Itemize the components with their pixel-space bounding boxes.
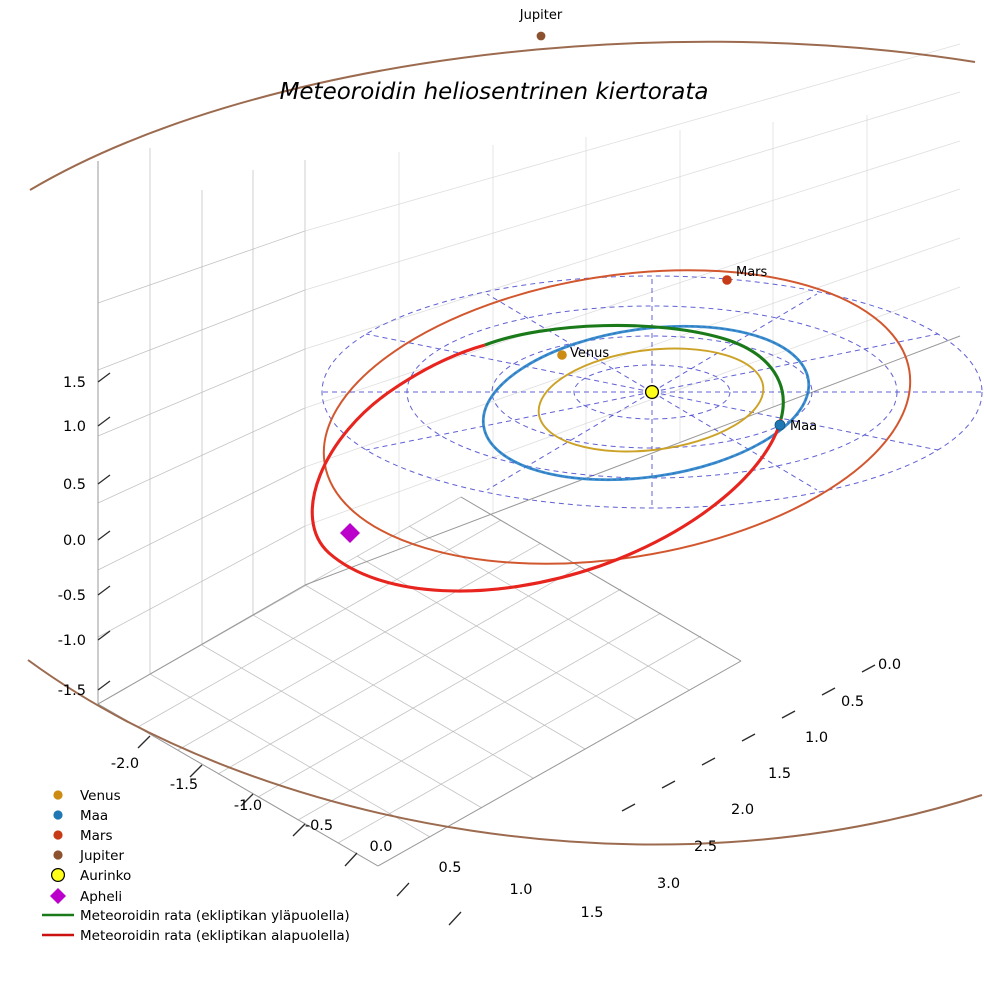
y-tick-labels: 0.0 0.5 1.0 1.5 2.0 2.5 3.0: [657, 657, 901, 892]
orbit-earth: [481, 324, 811, 482]
meteoroid-below-arc: [310, 343, 783, 593]
svg-text:-2.0: -2.0: [111, 756, 139, 772]
legend-item-aurinko[interactable]: Aurinko: [50, 867, 132, 884]
svg-text:-0.5: -0.5: [305, 818, 333, 834]
legend-label-aurinko: Aurinko: [80, 868, 131, 884]
page-title: Meteoroidin heliosentrinen kiertorata: [280, 79, 709, 105]
z-tick-labels: 1.5 1.0 0.5 0.0 -0.5 -1.0 -1.5: [58, 375, 86, 699]
orbit-meteoroid: [310, 323, 785, 593]
legend-label-meteoroid-above: Meteoroidin rata (ekliptikan yläpuolella…: [80, 908, 350, 924]
svg-text:-1.0: -1.0: [234, 798, 262, 814]
pane-bottom: [97, 496, 742, 867]
axes-panes: [97, 43, 961, 867]
legend-label-venus: Venus: [80, 788, 121, 804]
apheli-marker: [340, 523, 360, 543]
polar-spokes: [322, 276, 982, 508]
svg-text:1.0: 1.0: [805, 730, 828, 746]
legend-marker-jupiter-icon: [53, 850, 63, 860]
label-mars: Mars: [736, 265, 768, 280]
svg-text:2.5: 2.5: [694, 839, 717, 855]
legend-marker-apheli-icon: [50, 888, 66, 904]
orbit-venus: [537, 347, 765, 453]
legend-marker-aurinko-icon: [50, 867, 65, 882]
jupiter-marker: [536, 31, 546, 41]
legend-label-maa: Maa: [80, 808, 108, 824]
legend-item-venus[interactable]: Venus: [53, 788, 121, 804]
legend-label-apheli: Apheli: [80, 889, 122, 905]
legend-item-meteoroid-below[interactable]: Meteoroidin rata (ekliptikan alapuolella…: [42, 928, 350, 944]
svg-text:1.5: 1.5: [580, 905, 603, 921]
x-tick-labels: -2.0 -1.5 -1.0 -0.5 0.0 0.5 1.0 1.5: [111, 756, 604, 921]
svg-text:0.0: 0.0: [63, 533, 86, 549]
legend-item-mars[interactable]: Mars: [53, 828, 113, 844]
aurinko-marker: [644, 384, 660, 400]
maa-marker: [774, 419, 786, 431]
svg-text:0.0: 0.0: [369, 839, 392, 855]
svg-text:3.0: 3.0: [657, 876, 680, 892]
legend-marker-maa-icon: [53, 810, 63, 820]
annotation-labels: Jupiter Mars Venus Maa: [519, 8, 817, 434]
svg-text:-1.0: -1.0: [58, 633, 86, 649]
pane-left: [97, 148, 306, 705]
svg-text:0.5: 0.5: [63, 477, 86, 493]
label-jupiter: Jupiter: [519, 8, 563, 23]
orbit-mars: [322, 269, 912, 565]
tick-marks: [97, 372, 876, 926]
svg-text:0.5: 0.5: [841, 694, 864, 710]
legend-item-maa[interactable]: Maa: [53, 808, 108, 824]
svg-text:0.0: 0.0: [878, 657, 901, 673]
legend-item-apheli[interactable]: Apheli: [50, 888, 122, 905]
legend-marker-mars-icon: [53, 830, 63, 840]
label-maa: Maa: [790, 419, 817, 434]
legend-label-mars: Mars: [80, 828, 113, 844]
legend-item-jupiter[interactable]: Jupiter: [53, 848, 124, 864]
legend-label-meteoroid-below: Meteoroidin rata (ekliptikan alapuolella…: [80, 928, 350, 944]
legend-marker-venus-icon: [53, 790, 63, 800]
orbit-jupiter: [27, 40, 983, 846]
polar-grid: [321, 275, 983, 509]
svg-text:2.0: 2.0: [731, 802, 754, 818]
legend: Venus Maa Mars Jupiter Aurinko: [42, 788, 350, 944]
axes-edges: [97, 161, 961, 867]
venus-marker: [557, 350, 567, 360]
svg-text:1.0: 1.0: [509, 882, 532, 898]
label-venus: Venus: [570, 346, 609, 361]
legend-item-meteoroid-above[interactable]: Meteoroidin rata (ekliptikan yläpuolella…: [42, 908, 350, 924]
svg-text:-0.5: -0.5: [58, 588, 86, 604]
mars-marker: [722, 275, 732, 285]
svg-text:-1.5: -1.5: [170, 777, 198, 793]
legend-label-jupiter: Jupiter: [79, 848, 124, 864]
svg-text:1.5: 1.5: [768, 766, 791, 782]
svg-text:-1.5: -1.5: [58, 683, 86, 699]
svg-text:1.5: 1.5: [63, 375, 86, 391]
meteoroid-above-arc: [484, 323, 785, 420]
svg-text:1.0: 1.0: [63, 419, 86, 435]
svg-text:0.5: 0.5: [438, 860, 461, 876]
pane-back: [304, 43, 961, 586]
body-markers: [340, 31, 786, 543]
